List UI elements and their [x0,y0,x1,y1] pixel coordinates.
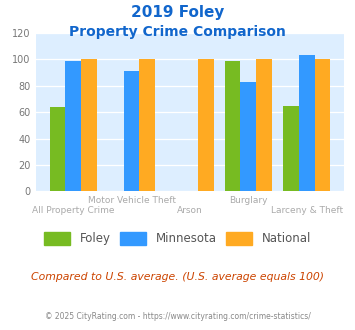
Text: 2019 Foley: 2019 Foley [131,5,224,20]
Text: Burglary: Burglary [229,196,268,205]
Bar [81,59,97,191]
Text: Arson: Arson [177,206,203,215]
Bar [299,55,315,191]
Text: Larceny & Theft: Larceny & Theft [271,206,343,215]
Bar [50,107,65,191]
Bar [315,59,330,191]
Text: Property Crime Comparison: Property Crime Comparison [69,25,286,39]
Bar [283,106,299,191]
Text: Motor Vehicle Theft: Motor Vehicle Theft [88,196,176,205]
Bar [198,59,214,191]
Text: All Property Crime: All Property Crime [32,206,114,215]
Bar [65,61,81,191]
Bar [225,61,240,191]
Bar [140,59,155,191]
Bar [124,71,140,191]
Bar [256,59,272,191]
Legend: Foley, Minnesota, National: Foley, Minnesota, National [39,227,316,250]
Text: Compared to U.S. average. (U.S. average equals 100): Compared to U.S. average. (U.S. average … [31,272,324,282]
Text: © 2025 CityRating.com - https://www.cityrating.com/crime-statistics/: © 2025 CityRating.com - https://www.city… [45,312,310,321]
Bar [240,82,256,191]
